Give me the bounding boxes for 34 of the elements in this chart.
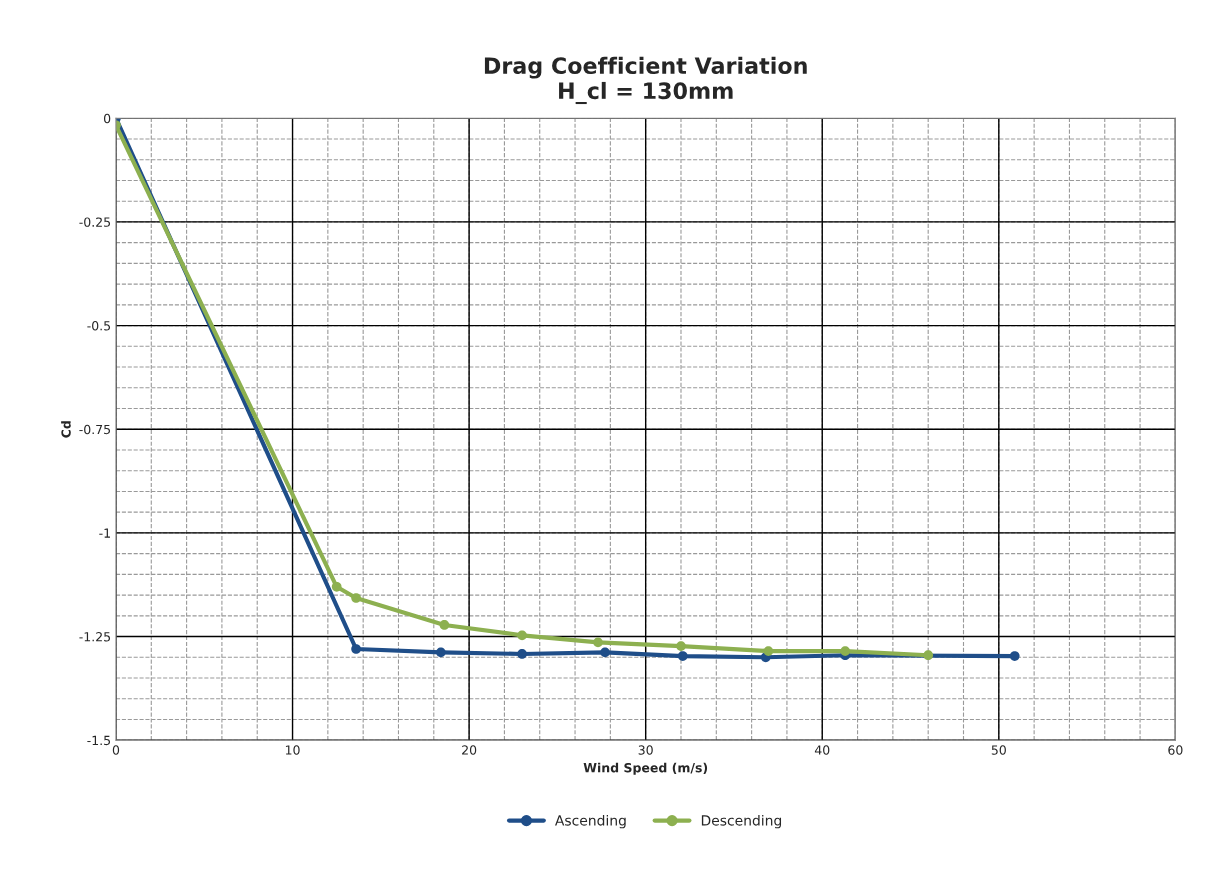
point xyxy=(351,644,361,654)
point xyxy=(676,641,686,651)
x-tick-label: 60 xyxy=(1168,745,1183,755)
point xyxy=(677,651,688,661)
x-tick-label: 20 xyxy=(462,745,477,755)
point xyxy=(593,637,603,648)
legend-label: Ascending xyxy=(555,814,626,829)
point xyxy=(763,646,774,656)
x-axis-title: Wind Speed (m/s) xyxy=(583,762,708,775)
chart-title: Drag Coefficient Variation H_cl = 130mm xyxy=(484,56,807,105)
point xyxy=(351,593,361,603)
y-tick-label: -0.5 xyxy=(87,321,111,331)
y-tick-label: -1.25 xyxy=(79,632,111,642)
y-tick-label: -1.5 xyxy=(87,735,111,746)
point xyxy=(517,630,527,641)
y-tick-label: -0.25 xyxy=(79,217,111,227)
x-tick-label: 0 xyxy=(112,745,120,755)
x-tick-label: 30 xyxy=(638,745,653,755)
y-tick-label: 0 xyxy=(103,113,111,124)
legend-label: Descending xyxy=(701,814,782,829)
x-tick-label: 10 xyxy=(285,745,300,755)
x-tick-label: 40 xyxy=(814,745,830,755)
point xyxy=(840,646,851,656)
point xyxy=(1009,651,1020,661)
y-tick-label: -0.75 xyxy=(79,424,111,435)
point xyxy=(331,581,342,592)
point xyxy=(439,620,450,630)
y-axis-title: Cd xyxy=(61,421,71,438)
point xyxy=(435,647,446,658)
point xyxy=(600,647,610,658)
point xyxy=(517,649,527,659)
x-tick-label: 50 xyxy=(991,745,1006,755)
point xyxy=(923,650,934,661)
y-tick-label: -1 xyxy=(99,528,110,538)
